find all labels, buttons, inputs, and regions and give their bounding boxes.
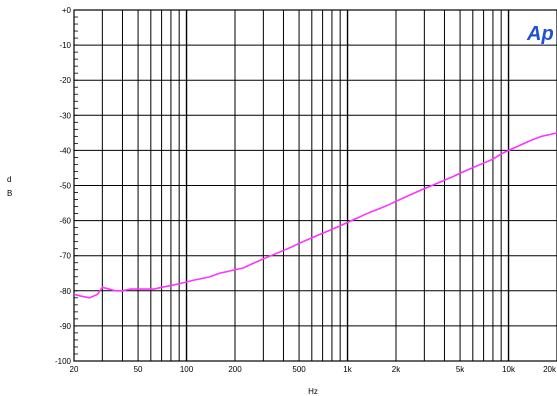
x-axis-ticks: 20 50 100 200 500 1k 2k 5k 10k 20k	[70, 365, 557, 374]
y-tick-label: +0	[62, 6, 72, 15]
y-tick-label: -30	[59, 111, 71, 120]
x-tick-label: 20	[70, 365, 79, 374]
y-axis-label-line-2: B	[7, 189, 12, 198]
y-axis-ticks: +0 -10 -20 -30 -40 -50 -60 -70 -80 -90 -100	[55, 6, 72, 366]
y-tick-label: -10	[59, 41, 71, 50]
major-grid	[74, 9, 557, 362]
y-tick-label: -80	[59, 287, 71, 296]
y-axis-label-line-1: d	[7, 175, 11, 184]
x-tick-label: 5k	[456, 365, 465, 374]
y-tick-label: -50	[59, 182, 71, 191]
y-tick-label: -60	[59, 217, 71, 226]
series-line	[73, 132, 557, 299]
y-tick-label: -20	[59, 76, 71, 85]
x-tick-label: 10k	[502, 365, 516, 374]
x-tick-label: 1k	[343, 365, 352, 374]
logo: Ap	[526, 23, 554, 45]
x-tick-label: 200	[228, 365, 242, 374]
y-tick-label: -90	[59, 322, 71, 331]
plot-frame	[73, 9, 557, 362]
y-tick-label: -40	[59, 146, 71, 155]
x-tick-label: 100	[180, 365, 194, 374]
x-tick-label: 2k	[392, 365, 401, 374]
x-tick-label: 500	[292, 365, 306, 374]
y-tick-label: -70	[59, 252, 71, 261]
y-tick-label: -100	[55, 357, 72, 366]
x-axis-label: Hz	[308, 387, 318, 396]
x-tick-label: 20k	[543, 365, 557, 374]
x-tick-label: 50	[134, 365, 143, 374]
